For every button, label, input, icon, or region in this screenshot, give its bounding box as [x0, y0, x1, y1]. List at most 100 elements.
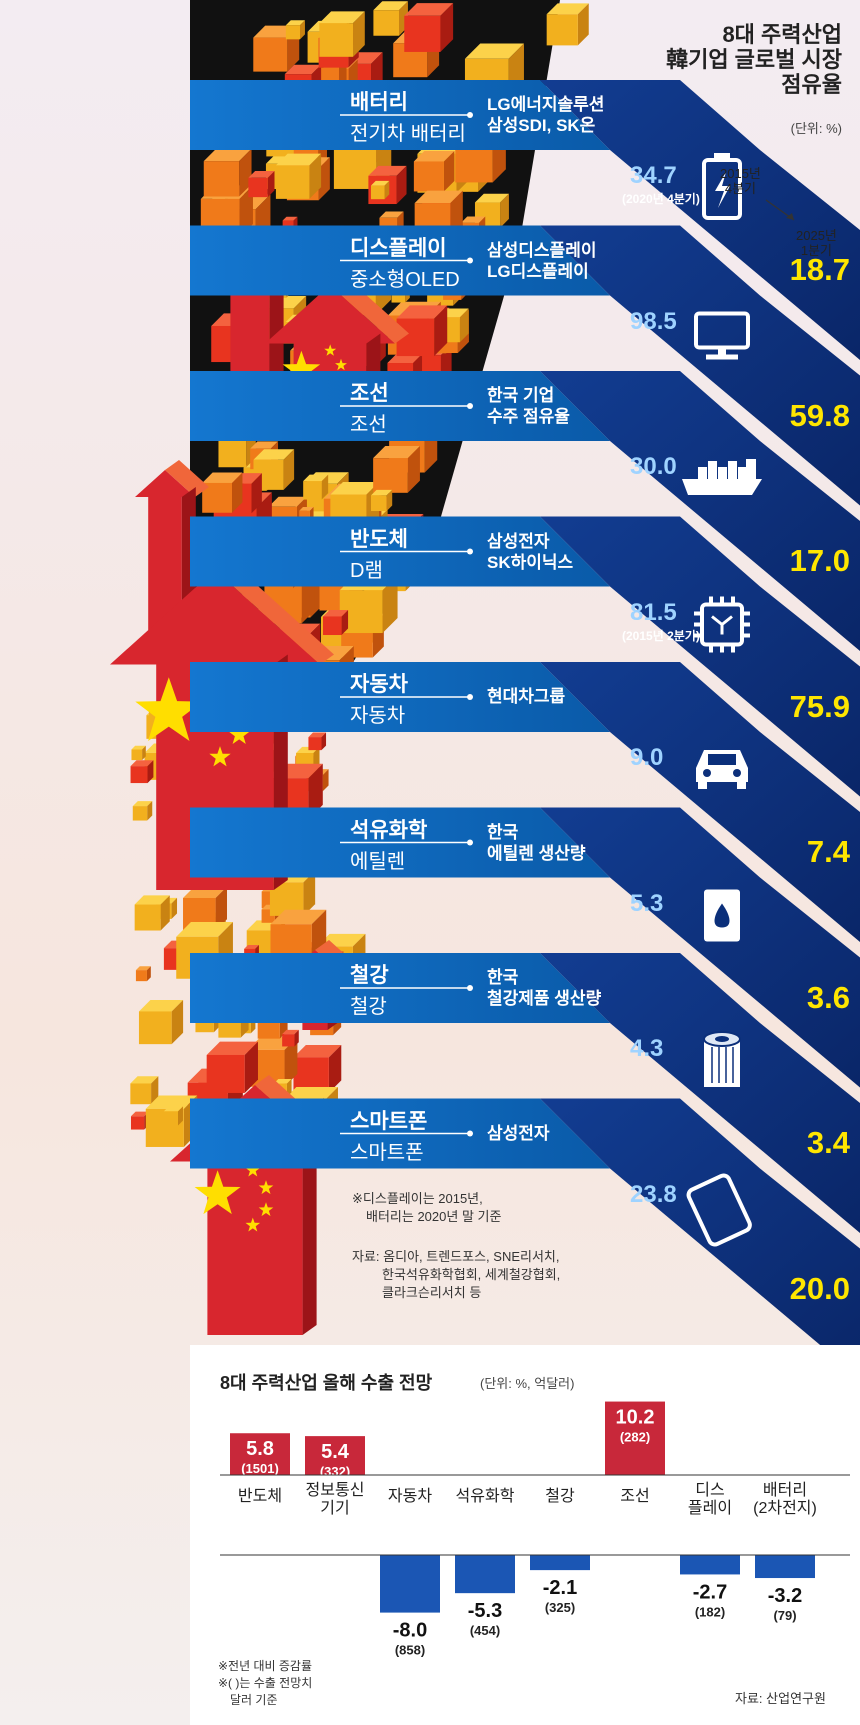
industry-companies: 한국 에틸렌 생산량	[487, 822, 586, 863]
industry-product: 철강	[350, 996, 387, 1018]
monitor-icon	[694, 311, 750, 360]
export-chart-title: 8대 주력산업 올해 수출 전망	[220, 1373, 433, 1393]
export-note-3: 달러 기준	[230, 1693, 278, 1707]
cube	[370, 180, 390, 200]
export-category-label: 자동차	[388, 1487, 432, 1505]
car-icon	[696, 750, 748, 789]
industry-name: 배터리	[350, 91, 408, 114]
cube	[248, 170, 275, 198]
cube	[373, 446, 420, 493]
star-icon	[335, 358, 347, 371]
export-bar-group: -3.2(79) 배터리(2차전지)	[753, 1481, 817, 1623]
export-amount: (325)	[545, 1600, 575, 1615]
share-note: (2015년 2분기)	[622, 628, 700, 643]
cube	[293, 1044, 342, 1093]
share-2025-value: 18.7	[789, 252, 850, 287]
cube	[203, 148, 252, 197]
industry-band-slope	[540, 516, 860, 797]
share-2015-value: 81.5	[630, 598, 677, 626]
source-top: 자료: 옴디아, 트렌드포스, SNE리서치, 한국석유화학협회, 세계철강협회…	[352, 1248, 560, 1302]
cube	[134, 895, 170, 931]
export-source: 자료: 산업연구원	[735, 1691, 826, 1706]
cube	[282, 1029, 299, 1047]
industry-companies: 삼성전자 SK하이닉스	[487, 531, 574, 572]
share-2015-value: 98.5	[630, 307, 677, 335]
export-category-label: 조선	[620, 1487, 649, 1505]
industry-product: 에틸렌	[350, 850, 406, 873]
industry-product: 자동차	[350, 705, 406, 727]
export-category-label: 석유화학	[456, 1487, 515, 1505]
footnote: ※디스플레이는 2015년, 배터리는 2020년 말 기준	[352, 1190, 501, 1226]
share-2015-value: 34.7	[630, 162, 677, 189]
industry-band-slope	[540, 662, 860, 942]
export-amount: (454)	[470, 1623, 500, 1638]
legend-2025: 2025년 1분기	[796, 228, 837, 258]
title-line-2: 韓기업 글로벌 시장	[666, 47, 842, 72]
export-amount: (858)	[395, 1643, 425, 1658]
note-line-2: 배터리는 2020년 말 기준	[366, 1209, 502, 1224]
cube	[373, 1, 408, 36]
cube	[132, 801, 153, 821]
industry-companies: LG에너지솔루션 삼성SDI, SK온	[487, 95, 605, 135]
industry-band-slope	[540, 80, 860, 360]
export-chart-unit: (단위: %, 억달러)	[480, 1376, 575, 1391]
export-amount: (79)	[773, 1608, 796, 1623]
star-icon	[258, 1180, 274, 1195]
industry-product: 스마트폰	[350, 1141, 424, 1164]
export-value: -8.0	[393, 1620, 427, 1642]
export-value: -5.3	[468, 1600, 502, 1622]
source-line-3: 클라크슨리서치 등	[382, 1285, 482, 1300]
export-notes: ※전년 대비 증감률 ※( )는 수출 전망치 달러 기준	[218, 1658, 312, 1709]
smartphone-icon	[686, 1173, 752, 1247]
star-icon	[324, 344, 337, 356]
industry-companies: 한국 기업 수주 점유율	[487, 386, 570, 426]
industry-product: 중소형OLED	[350, 268, 460, 291]
share-2025-value: 7.4	[806, 834, 850, 869]
export-category-label: 정보통신	[306, 1481, 365, 1499]
cube	[285, 20, 305, 40]
title-line-3: 점유율	[781, 72, 842, 97]
cube	[206, 1041, 258, 1093]
export-bar	[455, 1555, 515, 1594]
export-bar-group: 5.8(1501) 반도체	[230, 1433, 290, 1505]
industry-band-slope	[540, 953, 860, 1233]
export-bar-group: -8.0(858) 자동차	[380, 1487, 440, 1658]
export-bar-group: -5.3(454) 석유화학	[455, 1487, 515, 1638]
industry-band-slope	[540, 807, 860, 1088]
share-2025-value: 3.6	[806, 979, 850, 1015]
industry-product: D램	[350, 559, 383, 582]
export-bar-group: -2.7(182) 디스플레이	[680, 1481, 740, 1619]
legend-2015: 2015년 4분기	[720, 166, 761, 196]
export-category-label: 배터리	[763, 1481, 807, 1499]
cube	[371, 489, 393, 512]
industry-band-slope	[540, 371, 860, 651]
star-icon	[282, 350, 321, 387]
industry-name: 조선	[350, 382, 389, 405]
export-value: -3.2	[768, 1585, 802, 1607]
share-2025-value: 17.0	[789, 543, 850, 578]
share-2015-value: 5.3	[630, 889, 664, 917]
cube	[275, 153, 322, 199]
export-bar	[530, 1555, 590, 1571]
star-icon	[135, 677, 203, 741]
cube	[163, 1106, 183, 1126]
share-note: (2020년 4분기)	[622, 192, 700, 206]
share-2025-value: 75.9	[789, 688, 850, 724]
export-amount: (332)	[320, 1464, 350, 1479]
industry-product: 조선	[350, 414, 387, 436]
star-icon	[258, 1202, 274, 1217]
export-bar	[380, 1555, 440, 1613]
star-icon	[228, 723, 250, 744]
export-value: 5.8	[246, 1438, 274, 1460]
ship-icon	[682, 459, 762, 495]
export-amount: (182)	[695, 1604, 725, 1619]
export-bar-group: -2.1(325) 철강	[530, 1487, 590, 1615]
star-icon	[194, 1170, 241, 1215]
cube	[404, 3, 454, 52]
cube	[253, 449, 295, 490]
unit-label: (단위: %)	[790, 121, 842, 136]
note-line-1: ※디스플레이는 2015년,	[352, 1191, 483, 1206]
cube	[303, 474, 329, 500]
